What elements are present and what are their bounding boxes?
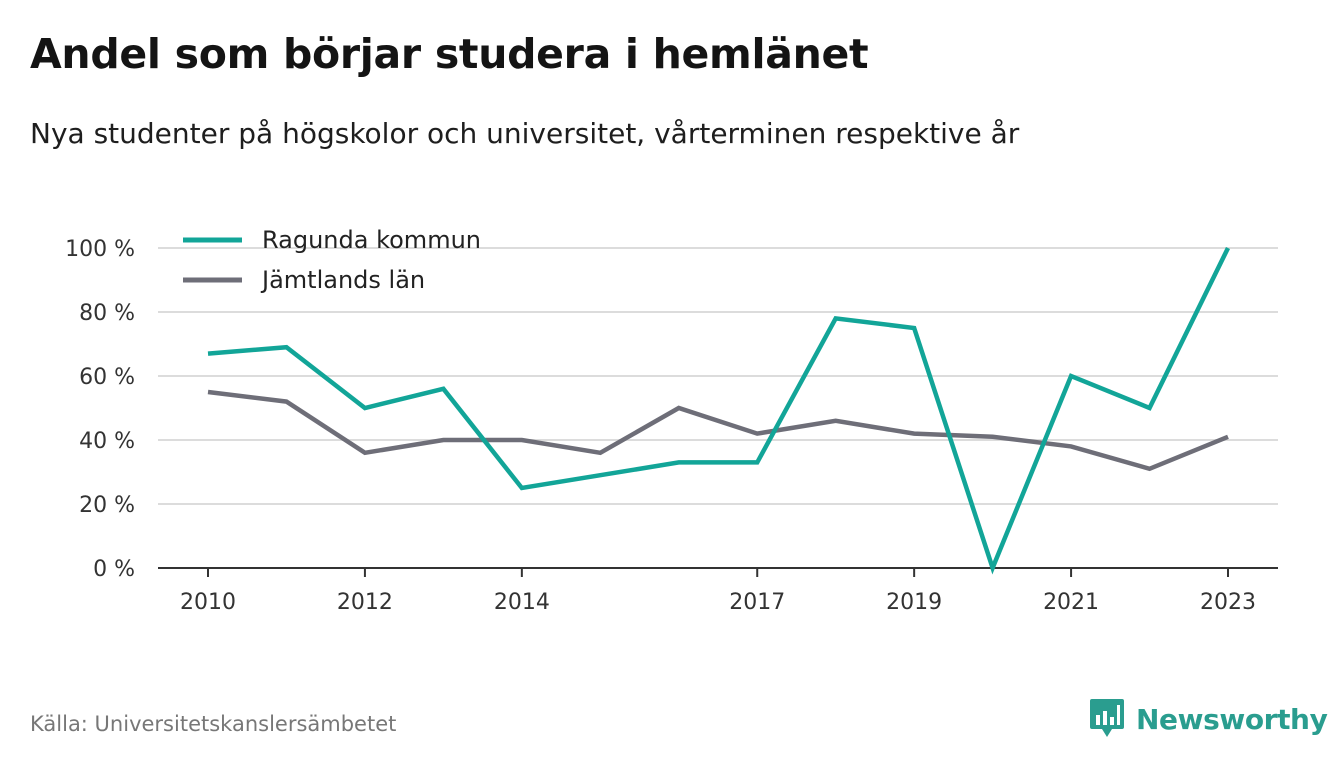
series-lines <box>208 248 1228 568</box>
y-tick-label: 0 % <box>93 557 135 582</box>
y-tick-label: 40 % <box>79 429 135 454</box>
brand-logo: Newsworthy <box>1088 697 1327 741</box>
x-tick-label: 2014 <box>494 590 550 615</box>
x-tick-label: 2010 <box>180 590 236 615</box>
legend: Ragunda kommun Jämtlands län <box>183 226 481 294</box>
x-tick-label: 2017 <box>729 590 785 615</box>
y-tick-label: 20 % <box>79 493 135 518</box>
line-chart: 0 %20 %40 %60 %80 %100 % 2010 2012 2014 201… <box>0 0 1340 690</box>
x-tick-label: 2019 <box>886 590 942 615</box>
x-axis: 2010 2012 2014 2017 2019 2021 2023 <box>158 568 1278 615</box>
y-tick-label: 100 % <box>65 237 135 262</box>
brand-name: Newsworthy <box>1136 703 1327 736</box>
x-tick-label: 2023 <box>1200 590 1256 615</box>
y-tick-label: 80 % <box>79 301 135 326</box>
series-line-0 <box>208 248 1228 568</box>
source-note: Källa: Universitetskanslersämbetet <box>30 712 396 736</box>
y-axis-ticks: 0 % 20 % 40 % 60 % 80 % 100 % <box>65 237 135 582</box>
x-tick-label: 2021 <box>1043 590 1099 615</box>
x-tick-label: 2012 <box>337 590 393 615</box>
y-tick-label: 60 % <box>79 365 135 390</box>
legend-label: Ragunda kommun <box>262 226 481 254</box>
legend-label: Jämtlands län <box>260 266 425 294</box>
newsworthy-chart-bubble-icon <box>1088 697 1126 741</box>
